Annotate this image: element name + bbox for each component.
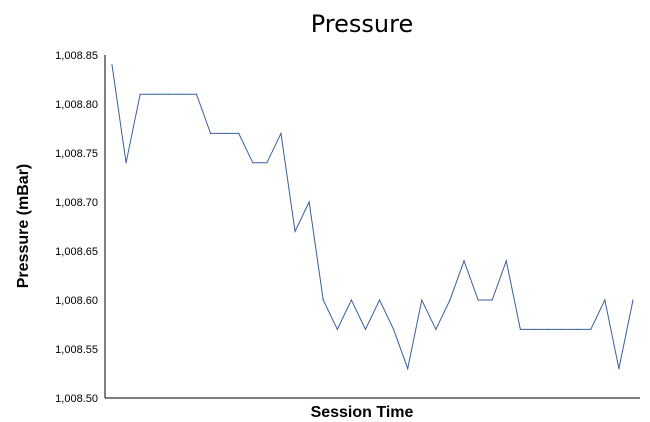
chart-title: Pressure (311, 10, 413, 38)
data-point (364, 328, 367, 330)
data-point (590, 328, 592, 330)
data-point (477, 299, 479, 301)
data-point (125, 162, 127, 164)
data-point (604, 299, 606, 301)
data-point (576, 328, 578, 330)
y-tick-label: 1,008.50 (55, 393, 98, 405)
data-point (252, 162, 254, 164)
y-tick-label: 1,008.60 (55, 295, 98, 307)
data-point (294, 230, 296, 232)
data-point (463, 260, 465, 262)
series-line (111, 64, 634, 371)
data-point (421, 299, 423, 301)
data-point (111, 64, 113, 66)
x-axis-label: Session Time (311, 404, 414, 421)
data-point (167, 93, 169, 95)
data-point (308, 201, 310, 203)
data-point (238, 132, 240, 134)
data-point (491, 299, 493, 301)
y-tick-label: 1,008.85 (55, 50, 98, 62)
data-point (632, 299, 634, 301)
data-point (378, 299, 381, 301)
data-point (322, 299, 324, 301)
data-point (181, 93, 184, 95)
y-tick-label: 1,008.65 (55, 246, 98, 258)
y-tick-label: 1,008.80 (55, 99, 98, 111)
data-point (561, 328, 564, 330)
y-tick-label: 1,008.75 (55, 148, 98, 160)
data-point (519, 328, 521, 330)
series-group (111, 64, 634, 371)
y-tick-label: 1,008.70 (55, 197, 98, 209)
data-point (435, 328, 437, 330)
data-point (505, 260, 507, 262)
data-point (533, 328, 536, 330)
data-point (393, 328, 395, 330)
data-point (195, 93, 198, 95)
y-tick-group: 1,008.50 1,008.55 1,008.60 1,008.65 1,008.70… (55, 50, 98, 405)
data-point (139, 93, 141, 95)
data-point (449, 299, 451, 301)
data-point (224, 132, 226, 134)
y-tick-label: 1,008.55 (55, 344, 98, 356)
data-point (547, 328, 550, 330)
data-point (209, 132, 212, 134)
data-point (350, 299, 352, 301)
data-point (336, 328, 338, 330)
data-point (407, 368, 409, 370)
data-point (618, 368, 620, 370)
data-point (280, 132, 282, 134)
data-point (266, 162, 268, 164)
y-axis-label: Pressure (mBar) (15, 164, 32, 289)
data-point (153, 93, 155, 95)
